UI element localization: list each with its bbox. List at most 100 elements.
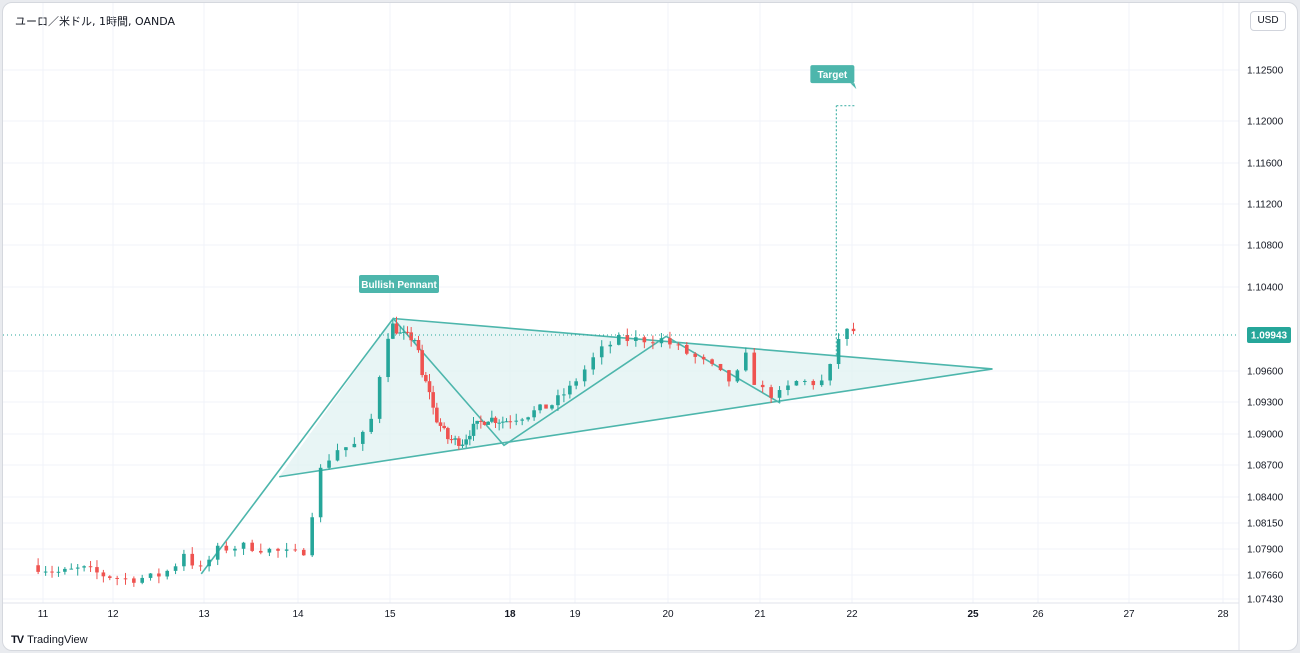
candle-body	[446, 428, 450, 440]
candle-body	[659, 338, 664, 344]
candle-body	[267, 548, 272, 553]
pennant-lower-line	[279, 368, 993, 478]
candle-body	[760, 384, 765, 388]
candle-body	[851, 328, 856, 332]
price-tick-label: 1.09600	[1247, 367, 1284, 378]
candle-body	[568, 385, 572, 395]
candle-body	[642, 337, 647, 343]
target-label-box	[810, 65, 855, 84]
candle-body	[668, 338, 672, 345]
candle-body	[497, 422, 501, 424]
time-tick-label: 18	[504, 609, 516, 620]
time-tick-label: 15	[384, 609, 396, 620]
candle-body	[95, 567, 99, 573]
candle-body	[75, 567, 80, 569]
candle-body	[493, 417, 498, 423]
candle-body	[69, 568, 74, 570]
pattern-label: Bullish Pennant	[361, 280, 437, 291]
time-tick-label: 11	[38, 609, 49, 620]
candle-body	[413, 340, 417, 342]
candle-body	[427, 381, 432, 393]
candle-body	[207, 559, 211, 567]
candle-body	[532, 410, 536, 418]
candle-body	[501, 421, 505, 423]
candle-body	[391, 323, 395, 339]
price-tick-label: 1.10800	[1247, 241, 1284, 252]
candle-body	[301, 549, 306, 556]
candle-body	[625, 335, 630, 341]
candle-body	[718, 363, 723, 371]
candle-body	[409, 332, 413, 341]
time-tick-label: 21	[754, 609, 766, 620]
candle-body	[107, 576, 112, 578]
time-tick-label: 27	[1123, 609, 1135, 620]
candle-body	[435, 407, 439, 423]
currency-button[interactable]: USD	[1250, 11, 1286, 31]
candle-body	[651, 342, 655, 344]
candle-body	[88, 566, 93, 568]
last-price-tag	[1247, 326, 1291, 343]
price-tick-label: 1.08400	[1247, 493, 1284, 504]
time-axis[interactable]: 11 12 13 14 15 18 19 20 21 22 25 26 27 28	[3, 602, 1239, 620]
candle-body	[460, 444, 465, 446]
candle-body	[293, 549, 298, 551]
candle-body	[310, 517, 314, 556]
price-tick-label: 1.11600	[1247, 159, 1283, 170]
tradingview-brand[interactable]: TV TradingView	[11, 634, 88, 646]
candle-body	[819, 380, 824, 386]
candle-body	[693, 353, 698, 357]
candle-body	[318, 467, 323, 518]
candle-body	[836, 338, 841, 365]
time-tick-label: 22	[846, 609, 858, 620]
candle-body	[777, 390, 782, 398]
candle-body	[431, 392, 435, 408]
pennant-pattern	[200, 317, 993, 575]
candle-body	[769, 387, 773, 398]
candle-body	[453, 438, 457, 440]
candle-body	[386, 338, 390, 378]
candle-body	[442, 425, 446, 429]
candle-body	[198, 565, 203, 567]
candle-body	[276, 548, 280, 551]
pennant-fill	[279, 318, 993, 477]
time-tick-label: 26	[1032, 609, 1044, 620]
grid	[3, 3, 1239, 603]
candle-body	[828, 364, 832, 381]
candle-body	[36, 565, 40, 572]
candle-body	[562, 394, 566, 396]
candle-body	[56, 571, 61, 573]
annotations: Bullish Pennant Target 1.09943	[3, 65, 1291, 356]
time-tick-label: 13	[198, 609, 210, 620]
candle-body	[50, 571, 54, 573]
candle-body	[215, 545, 220, 560]
candle-body	[369, 418, 374, 432]
price-tick-label: 1.09300	[1247, 398, 1284, 409]
candle-body	[845, 328, 849, 339]
price-tick-label: 1.12000	[1247, 117, 1284, 128]
candle-body	[165, 570, 170, 577]
candle-body	[140, 577, 144, 583]
candle-body	[544, 404, 548, 409]
target-label: Target	[817, 70, 847, 81]
candle-body	[352, 443, 357, 448]
candle-body	[514, 420, 519, 422]
candle-body	[241, 542, 246, 549]
candle-body	[335, 450, 340, 461]
candle-body	[115, 577, 119, 579]
candle-body	[173, 566, 178, 571]
candle-body	[684, 344, 689, 354]
time-tick-label: 14	[292, 609, 304, 620]
price-axis[interactable]: 1.12500 1.12000 1.11600 1.11200 1.10800 1.104…	[1238, 3, 1284, 650]
price-tick-label: 1.09000	[1247, 430, 1284, 441]
time-tick-label: 12	[107, 609, 119, 620]
candle-body	[457, 438, 461, 446]
symbol-title: ユーロ／米ドル, 1時間, OANDA	[15, 15, 176, 28]
candle-body	[157, 573, 161, 577]
candle-body	[475, 420, 479, 424]
candle-body	[101, 572, 106, 577]
candle-body	[405, 331, 410, 333]
candle-body	[556, 395, 560, 406]
candle-body	[676, 344, 681, 346]
